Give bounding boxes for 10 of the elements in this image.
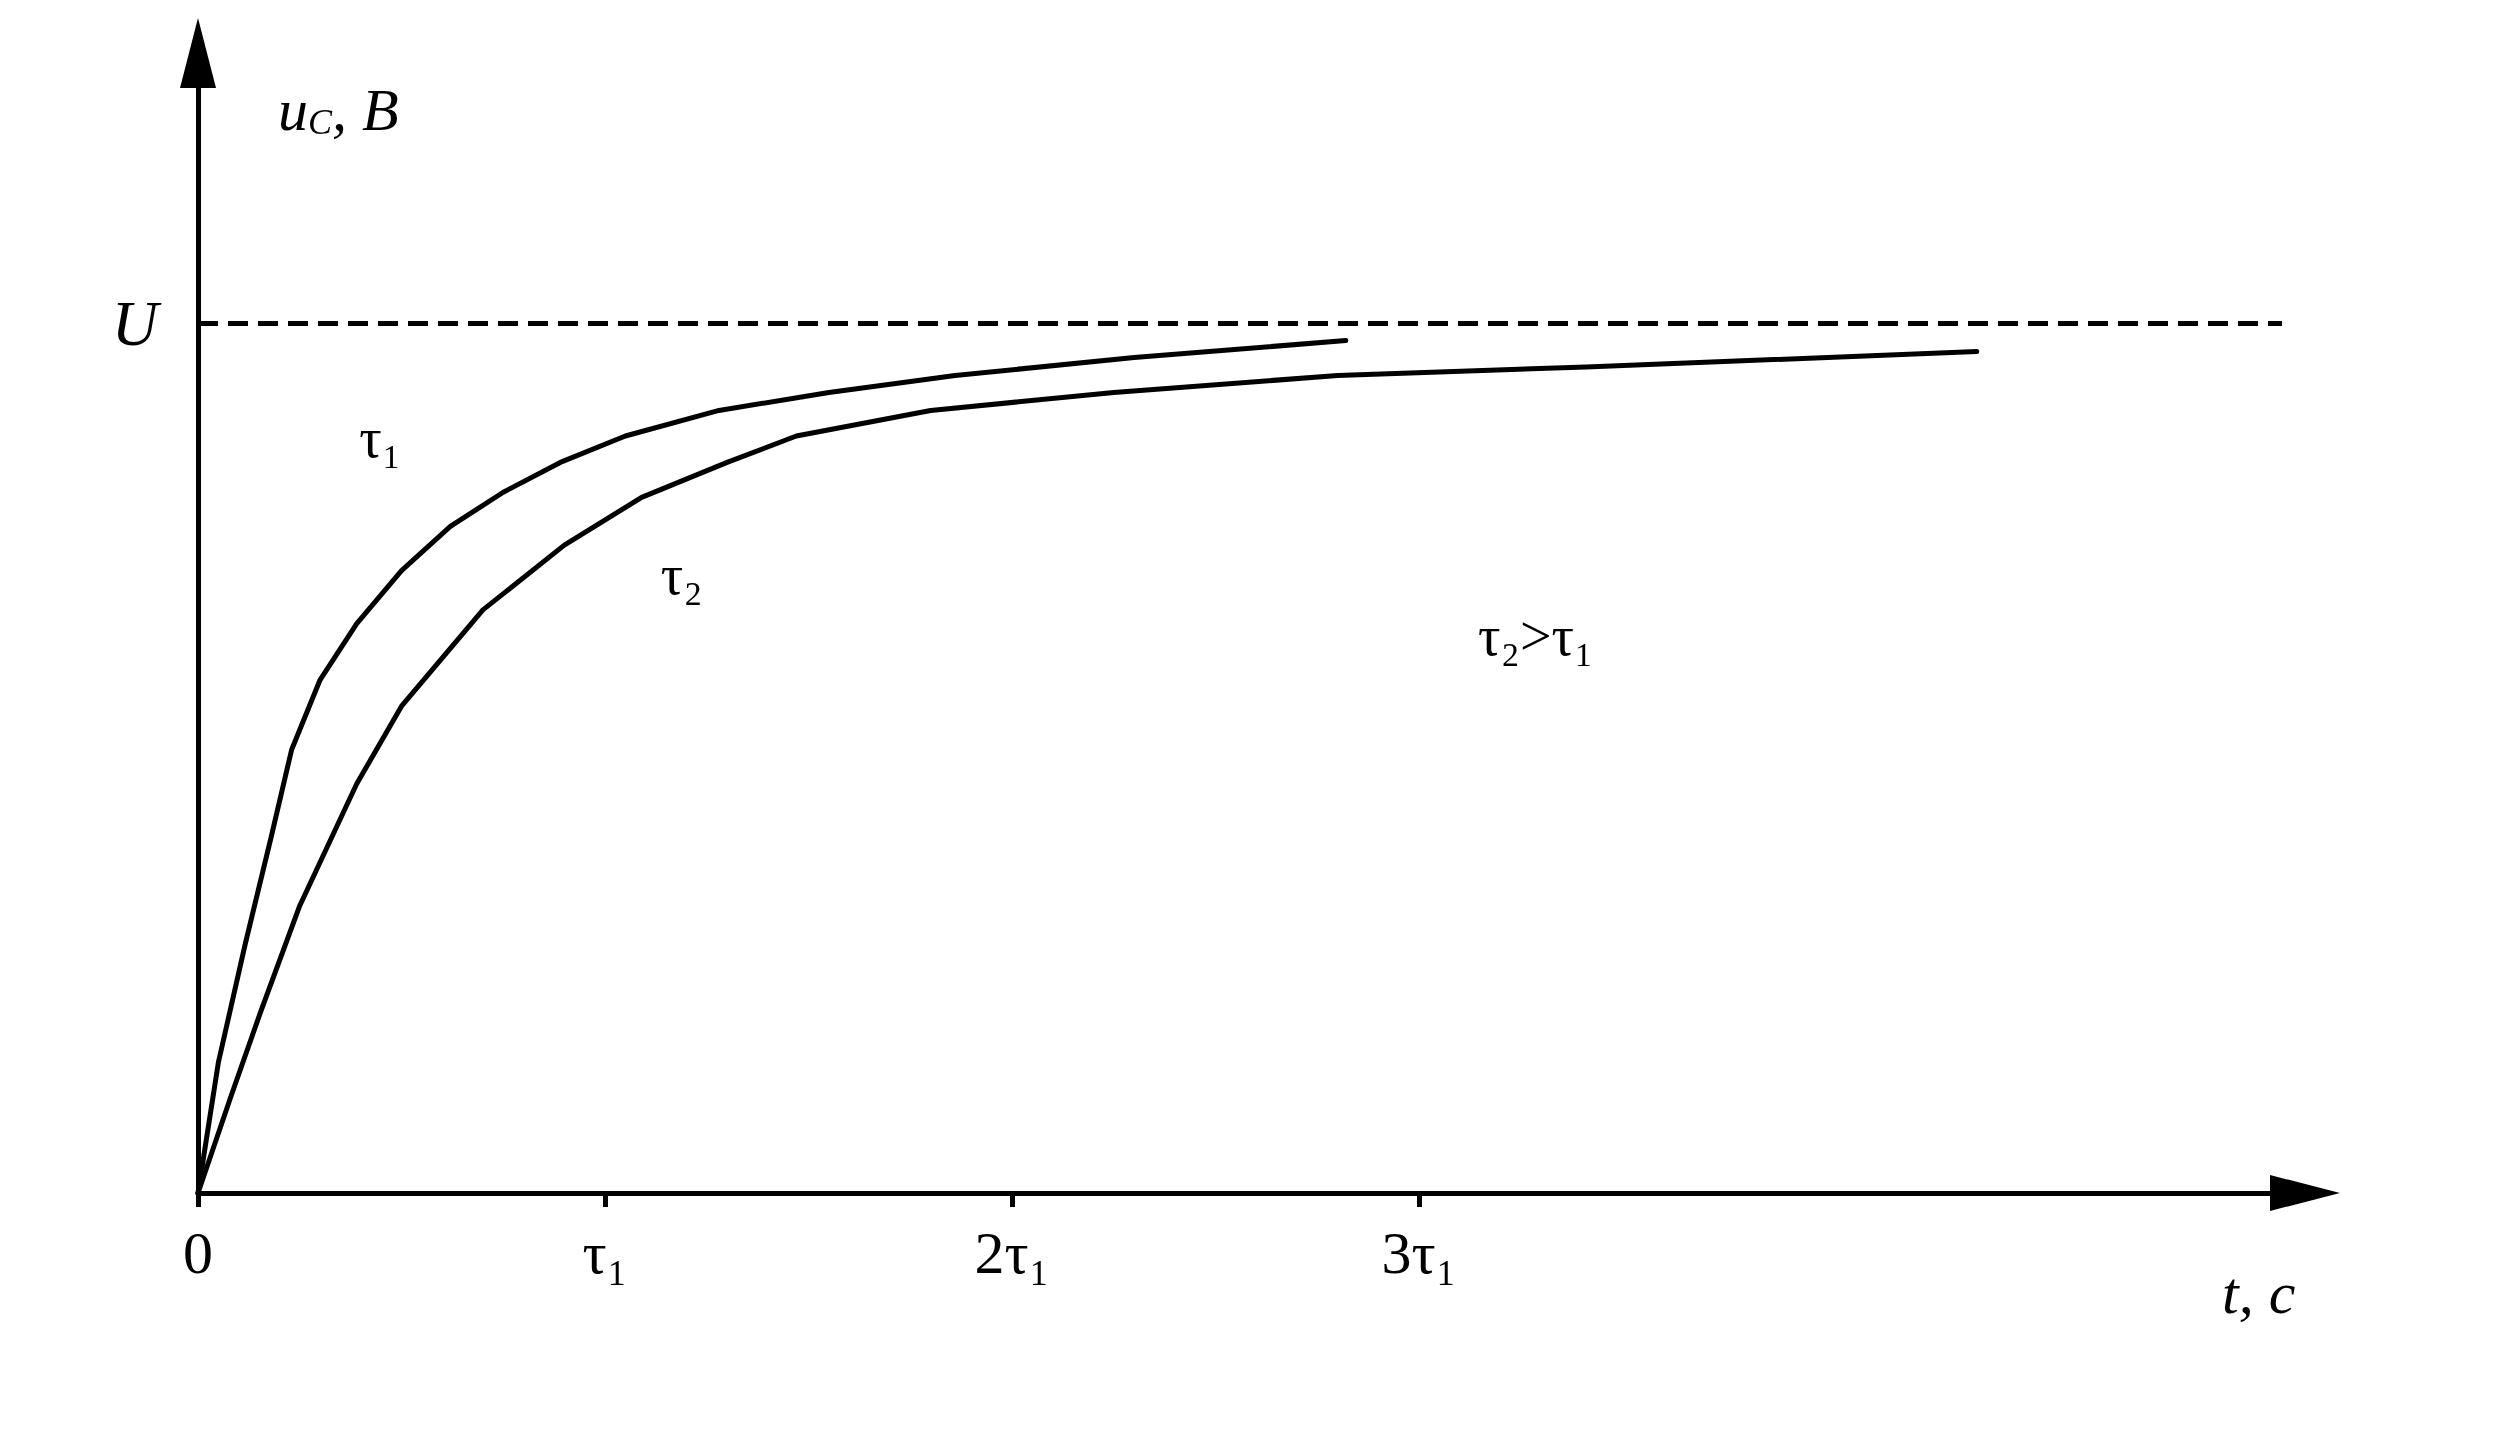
x-tick-label: 2τ₁	[974, 1220, 1050, 1286]
ref-line-label: U	[111, 287, 162, 359]
annotation: τ₂>τ₁	[1478, 605, 1594, 667]
x-tick-label: τ₁	[582, 1220, 628, 1286]
x-tick-label: 0	[183, 1220, 213, 1286]
series-label: τ₁	[359, 407, 402, 470]
x-axis-title: t, с	[2222, 1260, 2296, 1326]
y-axis-title: uC, В	[278, 77, 399, 143]
x-tick-label: 3τ₁	[1381, 1220, 1457, 1286]
series-label: τ₂	[660, 544, 703, 607]
